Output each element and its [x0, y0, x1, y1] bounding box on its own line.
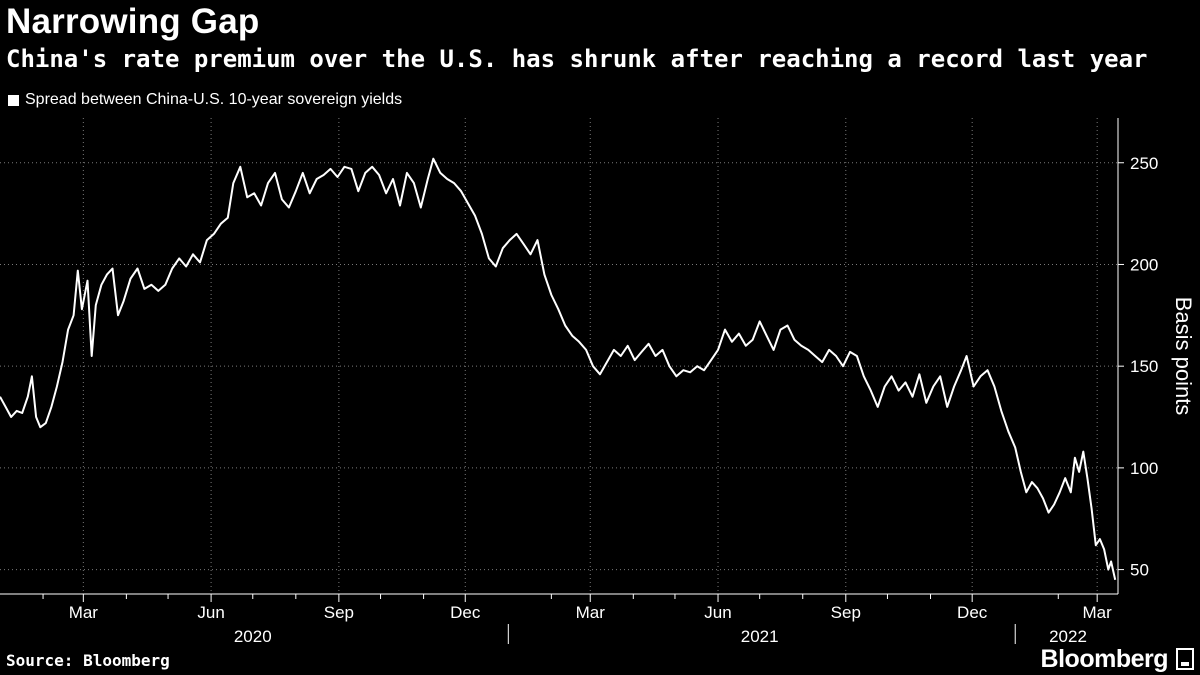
x-tick-label: Mar: [69, 603, 99, 622]
x-tick-label: Mar: [576, 603, 606, 622]
y-tick-label: 150: [1130, 357, 1158, 376]
year-label: 2021: [741, 627, 779, 646]
grid-lines: [0, 118, 1118, 594]
chart-title: Narrowing Gap: [6, 2, 260, 41]
year-label: 2020: [234, 627, 272, 646]
x-tick-label: Jun: [197, 603, 224, 622]
axes: 50 100 150 200 250 Mar Jun Sep Dec Mar Jun Sep Dec Ma…: [0, 118, 1158, 646]
y-tick-label: 200: [1130, 255, 1158, 274]
source-note: Source: Bloomberg: [6, 651, 170, 670]
legend-swatch: [8, 94, 19, 106]
logo-mark-icon: [1176, 648, 1194, 670]
y-tick-label: 100: [1130, 459, 1158, 478]
x-tick-label: Mar: [1083, 603, 1113, 622]
y-tick-label: 50: [1130, 561, 1149, 580]
x-tick-label: Sep: [324, 603, 354, 622]
legend-label: Spread between China-U.S. 10-year sovere…: [25, 91, 403, 108]
series-line: [0, 157, 1117, 581]
series-layer: [0, 157, 1117, 581]
chart-legend: Spread between China-U.S. 10-year sovere…: [8, 91, 402, 109]
y-axis-label: Basis points: [1171, 297, 1196, 416]
y-tick-label: 250: [1130, 154, 1158, 173]
bloomberg-logo: Bloomberg: [1040, 645, 1169, 673]
x-tick-label: Sep: [831, 603, 861, 622]
chart-subtitle: China's rate premium over the U.S. has s…: [6, 45, 1148, 73]
x-tick-label: Jun: [704, 603, 731, 622]
x-tick-label: Dec: [957, 603, 988, 622]
year-label: 2022: [1049, 627, 1087, 646]
x-tick-label: Dec: [450, 603, 481, 622]
